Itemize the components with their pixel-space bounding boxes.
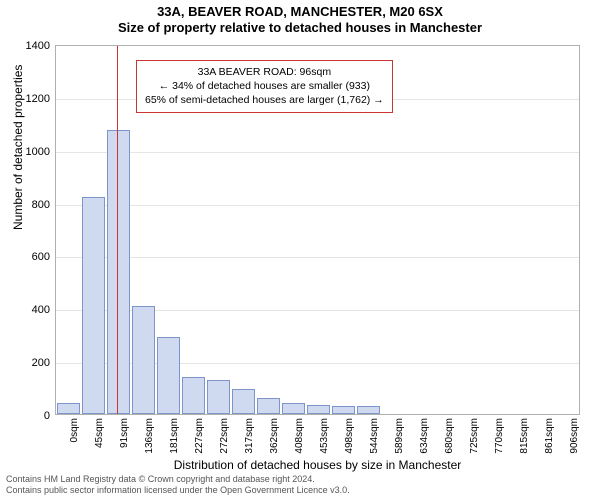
y-tick-label: 400 (32, 304, 50, 316)
gridline (56, 152, 579, 153)
y-tick-label: 1000 (26, 146, 50, 158)
x-tick-label: 136sqm (144, 418, 155, 454)
histogram-bar (257, 398, 280, 414)
x-tick-label: 815sqm (519, 418, 530, 454)
x-tick-label: 589sqm (394, 418, 405, 454)
x-tick-label: 498sqm (344, 418, 355, 454)
footer-attribution: Contains HM Land Registry data © Crown c… (6, 474, 350, 497)
x-axis-label: Distribution of detached houses by size … (55, 458, 580, 472)
x-tick-label: 181sqm (169, 418, 180, 454)
histogram-bar (357, 406, 380, 414)
y-tick-label: 0 (44, 410, 50, 422)
x-tick-label: 272sqm (219, 418, 230, 454)
histogram-bar (182, 377, 205, 414)
y-tick-label: 800 (32, 199, 50, 211)
annotation-box: 33A BEAVER ROAD: 96sqm ← 34% of detached… (136, 60, 393, 113)
title-line2: Size of property relative to detached ho… (0, 20, 600, 36)
histogram-bar (282, 403, 305, 414)
x-tick-label: 861sqm (544, 418, 555, 454)
title-line1: 33A, BEAVER ROAD, MANCHESTER, M20 6SX (0, 4, 600, 20)
gridline (56, 257, 579, 258)
annotation-line3: 65% of semi-detached houses are larger (… (145, 93, 384, 107)
x-tick-label: 0sqm (69, 418, 80, 442)
gridline (56, 205, 579, 206)
chart-plot-area: 02004006008001000120014000sqm45sqm91sqm1… (55, 45, 580, 415)
histogram-bar (132, 306, 155, 414)
x-tick-label: 408sqm (294, 418, 305, 454)
histogram-bar (157, 337, 180, 414)
y-axis-label: Number of detached properties (11, 65, 25, 230)
x-tick-label: 362sqm (269, 418, 280, 454)
histogram-bar (307, 405, 330, 414)
x-tick-label: 634sqm (419, 418, 430, 454)
x-tick-label: 317sqm (244, 418, 255, 454)
y-tick-label: 1400 (26, 40, 50, 52)
histogram-bar (232, 389, 255, 414)
x-tick-label: 453sqm (319, 418, 330, 454)
property-marker-line (117, 46, 118, 414)
y-tick-label: 600 (32, 251, 50, 263)
annotation-line1: 33A BEAVER ROAD: 96sqm (145, 65, 384, 79)
histogram-bar (207, 380, 230, 414)
x-tick-label: 91sqm (119, 418, 130, 448)
y-tick-label: 1200 (26, 93, 50, 105)
footer-line1: Contains HM Land Registry data © Crown c… (6, 474, 350, 486)
histogram-bar (107, 130, 130, 414)
annotation-line2: ← 34% of detached houses are smaller (93… (145, 79, 384, 93)
x-tick-label: 906sqm (569, 418, 580, 454)
x-tick-label: 45sqm (94, 418, 105, 448)
x-tick-label: 544sqm (369, 418, 380, 454)
x-tick-label: 770sqm (494, 418, 505, 454)
chart-title: 33A, BEAVER ROAD, MANCHESTER, M20 6SX Si… (0, 0, 600, 37)
footer-line2: Contains public sector information licen… (6, 485, 350, 497)
histogram-bar (82, 197, 105, 414)
x-tick-label: 725sqm (469, 418, 480, 454)
x-tick-label: 680sqm (444, 418, 455, 454)
x-tick-label: 227sqm (194, 418, 205, 454)
histogram-bar (332, 406, 355, 414)
y-tick-label: 200 (32, 357, 50, 369)
histogram-bar (57, 403, 80, 414)
